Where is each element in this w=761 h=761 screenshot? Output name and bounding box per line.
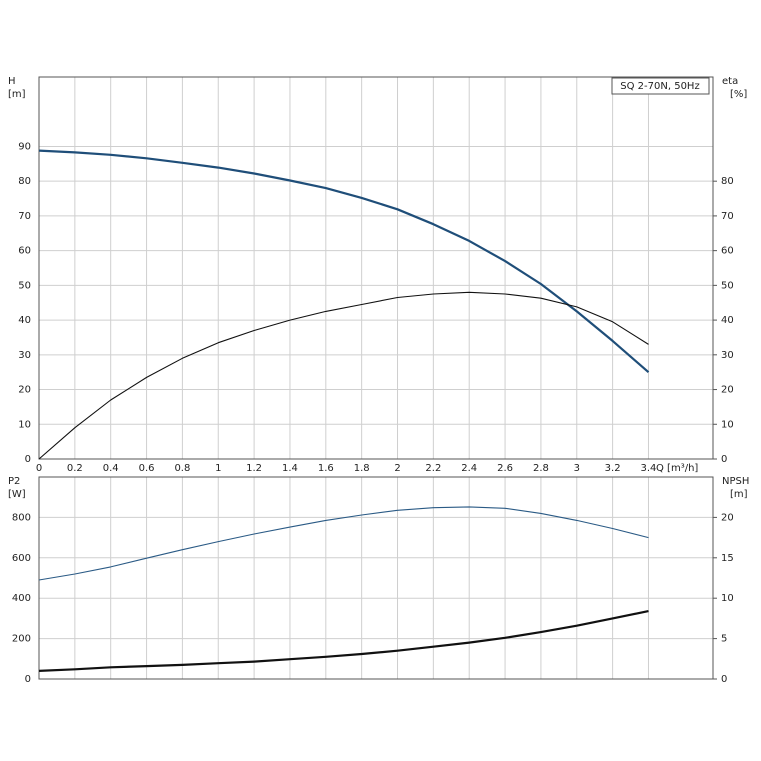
series-line: [38, 506, 649, 581]
x-tick-label: 2: [394, 463, 400, 474]
y2-axis-label: NPSH: [722, 476, 749, 487]
x-axis-label: Q [m³/h]: [656, 463, 698, 474]
x-tick-label: 1: [215, 463, 221, 474]
y-axis-unit: [W]: [8, 489, 26, 500]
x-tick-label: 0.6: [139, 463, 155, 474]
x-tick-label: 1.2: [246, 463, 262, 474]
y-tick-label: 70: [18, 211, 31, 222]
y2-axis-label: eta: [722, 76, 738, 87]
x-tick-label: 2.2: [425, 463, 441, 474]
series-line: [38, 291, 649, 460]
y-tick-label: 600: [12, 553, 31, 564]
y-tick-label: 0: [25, 674, 31, 685]
x-tick-label: 2.8: [533, 463, 549, 474]
y-tick-label: 10: [18, 419, 31, 430]
y2-tick-label: 40: [721, 315, 734, 326]
y2-tick-label: 70: [721, 211, 734, 222]
plot-frame: [38, 76, 714, 460]
y-tick-label: 90: [18, 141, 31, 152]
y-axis-label: H: [8, 76, 16, 87]
y2-tick-label: 30: [721, 350, 734, 361]
y2-tick-label: 60: [721, 246, 734, 257]
y-axis-unit: [m]: [8, 89, 26, 100]
y-axis-label: P2: [8, 476, 20, 487]
y2-tick-label: 80: [721, 176, 734, 187]
y2-tick-label: 50: [721, 280, 734, 291]
x-tick-label: 3: [574, 463, 580, 474]
y-tick-label: 20: [18, 385, 31, 396]
x-tick-label: 0: [36, 463, 42, 474]
y-tick-label: 800: [12, 512, 31, 523]
y-tick-label: 400: [12, 593, 31, 604]
plot-area: [39, 77, 713, 459]
y-tick-label: 200: [12, 634, 31, 645]
y-tick-label: 0: [25, 454, 31, 465]
y2-axis-unit: [m]: [730, 489, 748, 500]
x-tick-label: 3.2: [605, 463, 621, 474]
x-tick-label: 2.4: [461, 463, 477, 474]
y2-axis-unit: [%]: [730, 89, 747, 100]
x-tick-label: 3.4: [641, 463, 657, 474]
x-tick-label: 0.4: [103, 463, 119, 474]
y2-tick-label: 10: [721, 593, 734, 604]
plot-area: [39, 477, 713, 679]
y-tick-label: 80: [18, 176, 31, 187]
x-tick-label: 1.6: [318, 463, 334, 474]
x-tick-label: 2.6: [497, 463, 513, 474]
y2-tick-label: 20: [721, 385, 734, 396]
y2-tick-label: 5: [721, 634, 727, 645]
y-tick-label: 50: [18, 280, 31, 291]
x-tick-label: 0.2: [67, 463, 83, 474]
y-tick-label: 60: [18, 246, 31, 257]
x-tick-label: 1.8: [354, 463, 370, 474]
y2-tick-label: 20: [721, 512, 734, 523]
y-tick-label: 30: [18, 350, 31, 361]
y2-tick-label: 10: [721, 419, 734, 430]
x-tick-label: 1.4: [282, 463, 298, 474]
series-line: [38, 610, 649, 672]
plot-frame: [38, 476, 714, 680]
series-line: [38, 149, 650, 374]
y-tick-label: 40: [18, 315, 31, 326]
y2-tick-label: 0: [721, 674, 727, 685]
chart-title: SQ 2-70N, 50Hz: [620, 81, 699, 92]
x-tick-label: 0.8: [174, 463, 190, 474]
y2-tick-label: 0: [721, 454, 727, 465]
legend-box: [611, 77, 710, 95]
y2-tick-label: 15: [721, 553, 734, 564]
